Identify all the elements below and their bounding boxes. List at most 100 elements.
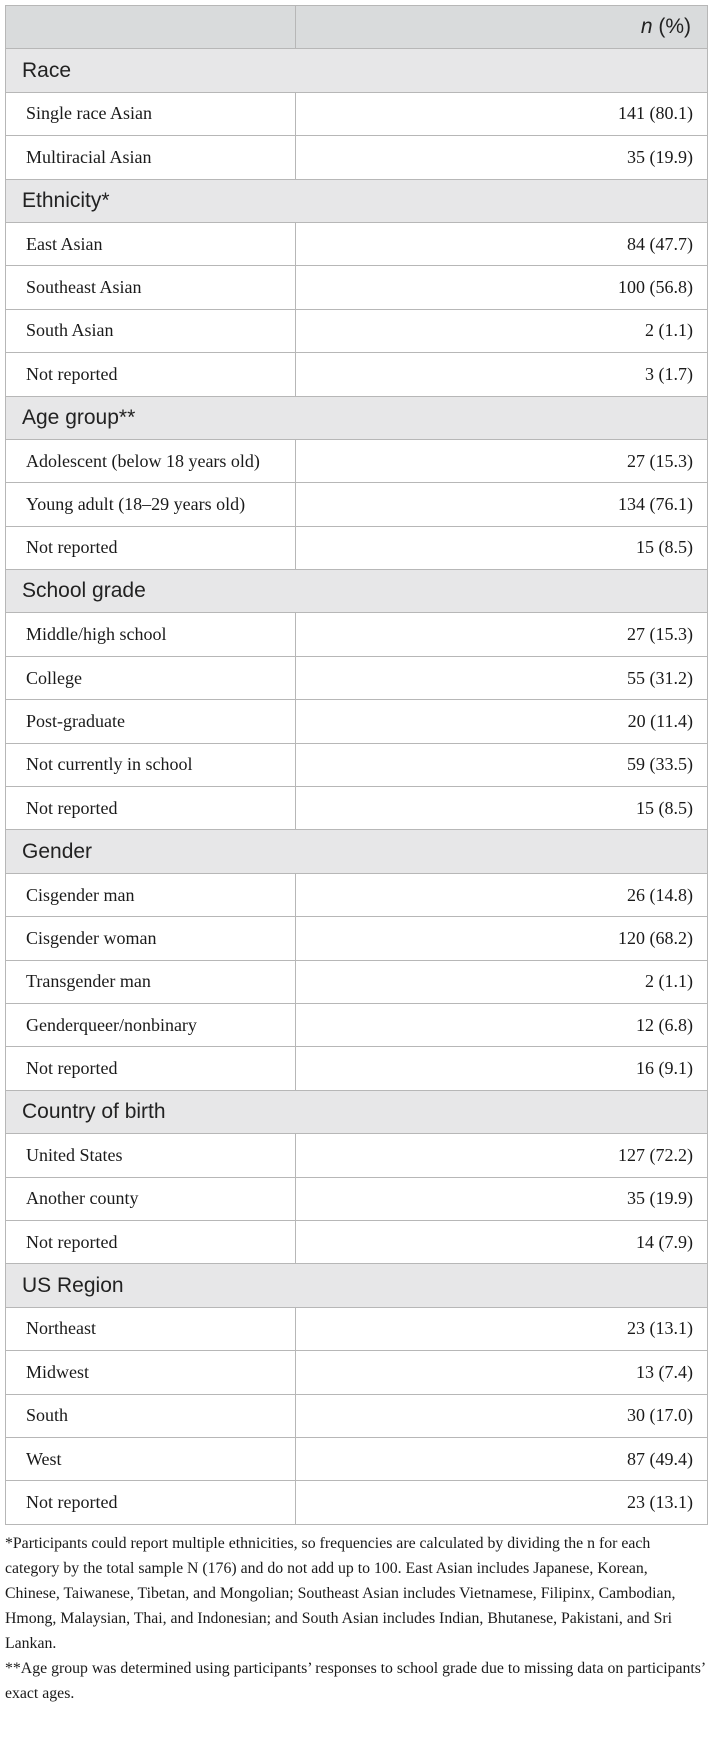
demographics-table-container: n (%) Race Single race Asian 141 (80.1) Mul…	[5, 4, 708, 1706]
table-row: Not reported 14 (7.9)	[5, 1219, 708, 1265]
table-row: Genderqueer/nonbinary 12 (6.8)	[5, 1002, 708, 1048]
section-header-row: Gender	[5, 829, 708, 874]
row-label: Midwest	[5, 1350, 296, 1395]
table-row: Single race Asian 141 (80.1)	[5, 91, 708, 137]
row-label: Post-graduate	[5, 699, 296, 744]
table-row: Multiracial Asian 35 (19.9)	[5, 135, 708, 180]
section-header-row: Ethnicity*	[5, 178, 708, 223]
section-header-row: US Region	[5, 1263, 708, 1308]
row-value: 84 (47.7)	[295, 221, 708, 267]
row-label: Another county	[5, 1176, 296, 1221]
row-label: East Asian	[5, 221, 296, 267]
row-label: Single race Asian	[5, 91, 296, 137]
section-header-row: Age group**	[5, 395, 708, 440]
header-percent-label: (%)	[652, 15, 691, 39]
row-label: Multiracial Asian	[5, 135, 296, 180]
section-title: Race	[5, 48, 708, 93]
table-row: West 87 (49.4)	[5, 1436, 708, 1482]
row-label: Northeast	[5, 1306, 296, 1352]
section-header-row: School grade	[5, 569, 708, 614]
table-row: Not reported 23 (13.1)	[5, 1480, 708, 1525]
row-value: 27 (15.3)	[295, 438, 708, 484]
row-value: 23 (13.1)	[295, 1306, 708, 1352]
table-body: n (%) Race Single race Asian 141 (80.1) Mul…	[5, 4, 708, 1525]
table-header-row: n (%)	[5, 4, 708, 50]
row-value: 20 (11.4)	[295, 699, 708, 744]
row-label: Transgender man	[5, 959, 296, 1004]
row-label: Adolescent (below 18 years old)	[5, 438, 296, 484]
row-label: Not reported	[5, 352, 296, 397]
section-title: US Region	[5, 1263, 708, 1308]
demographics-table: n (%) Race Single race Asian 141 (80.1) Mul…	[5, 4, 708, 1525]
table-row: Cisgender man 26 (14.8)	[5, 872, 708, 918]
row-value: 35 (19.9)	[295, 1176, 708, 1221]
row-value: 13 (7.4)	[295, 1350, 708, 1395]
section-title: Ethnicity*	[5, 178, 708, 223]
section-title: Age group**	[5, 395, 708, 440]
header-n-symbol: n	[640, 15, 653, 39]
table-row: Not reported 16 (9.1)	[5, 1046, 708, 1091]
table-row: Not reported 3 (1.7)	[5, 352, 708, 397]
table-row: College 55 (31.2)	[5, 655, 708, 701]
row-value: 120 (68.2)	[295, 916, 708, 961]
section-title: School grade	[5, 569, 708, 614]
table-row: United States 127 (72.2)	[5, 1133, 708, 1178]
row-value: 87 (49.4)	[295, 1436, 708, 1482]
row-value: 127 (72.2)	[295, 1133, 708, 1178]
table-row: Another county 35 (19.9)	[5, 1176, 708, 1221]
row-label: Southeast Asian	[5, 265, 296, 310]
section-header-row: Race	[5, 48, 708, 93]
row-label: Cisgender man	[5, 872, 296, 918]
section-title: Country of birth	[5, 1089, 708, 1135]
section-header-row: Country of birth	[5, 1089, 708, 1135]
table-row: South Asian 2 (1.1)	[5, 308, 708, 354]
row-value: 23 (13.1)	[295, 1480, 708, 1525]
table-row: Middle/high school 27 (15.3)	[5, 612, 708, 657]
table-row: Cisgender woman 120 (68.2)	[5, 916, 708, 961]
row-value: 3 (1.7)	[295, 352, 708, 397]
table-row: East Asian 84 (47.7)	[5, 221, 708, 267]
table-row: Not currently in school 59 (33.5)	[5, 742, 708, 788]
row-value: 35 (19.9)	[295, 135, 708, 180]
row-value: 12 (6.8)	[295, 1002, 708, 1048]
row-value: 2 (1.1)	[295, 959, 708, 1004]
row-value: 30 (17.0)	[295, 1393, 708, 1438]
table-row: Midwest 13 (7.4)	[5, 1350, 708, 1395]
row-label: United States	[5, 1133, 296, 1178]
row-value: 59 (33.5)	[295, 742, 708, 788]
table-row: Southeast Asian 100 (56.8)	[5, 265, 708, 310]
table-row: Adolescent (below 18 years old) 27 (15.3)	[5, 438, 708, 484]
row-value: 134 (76.1)	[295, 482, 708, 527]
footnote: **Age group was determined using partici…	[5, 1659, 706, 1702]
table-row: Post-graduate 20 (11.4)	[5, 699, 708, 744]
row-label: College	[5, 655, 296, 701]
table-row: Northeast 23 (13.1)	[5, 1306, 708, 1352]
row-label: Not reported	[5, 1219, 296, 1265]
row-value: 16 (9.1)	[295, 1046, 708, 1091]
row-value: 15 (8.5)	[295, 786, 708, 831]
row-value: 27 (15.3)	[295, 612, 708, 657]
row-label: Cisgender woman	[5, 916, 296, 961]
row-label: Genderqueer/nonbinary	[5, 1002, 296, 1048]
table-row: Not reported 15 (8.5)	[5, 786, 708, 831]
row-label: Not currently in school	[5, 742, 296, 788]
row-label: South Asian	[5, 308, 296, 354]
row-label: Not reported	[5, 1046, 296, 1091]
row-value: 2 (1.1)	[295, 308, 708, 354]
row-label: South	[5, 1393, 296, 1438]
table-row: South 30 (17.0)	[5, 1393, 708, 1438]
header-label-cell	[5, 4, 296, 50]
section-title: Gender	[5, 829, 708, 874]
row-label: Middle/high school	[5, 612, 296, 657]
footnote: *Participants could report multiple ethn…	[5, 1534, 676, 1652]
row-value: 141 (80.1)	[295, 91, 708, 137]
row-label: West	[5, 1436, 296, 1482]
row-value: 100 (56.8)	[295, 265, 708, 310]
row-label: Not reported	[5, 1480, 296, 1525]
row-value: 26 (14.8)	[295, 872, 708, 918]
header-value-cell: n (%)	[295, 4, 708, 50]
row-value: 14 (7.9)	[295, 1219, 708, 1265]
row-label: Young adult (18–29 years old)	[5, 482, 296, 527]
row-label: Not reported	[5, 525, 296, 571]
row-value: 55 (31.2)	[295, 655, 708, 701]
